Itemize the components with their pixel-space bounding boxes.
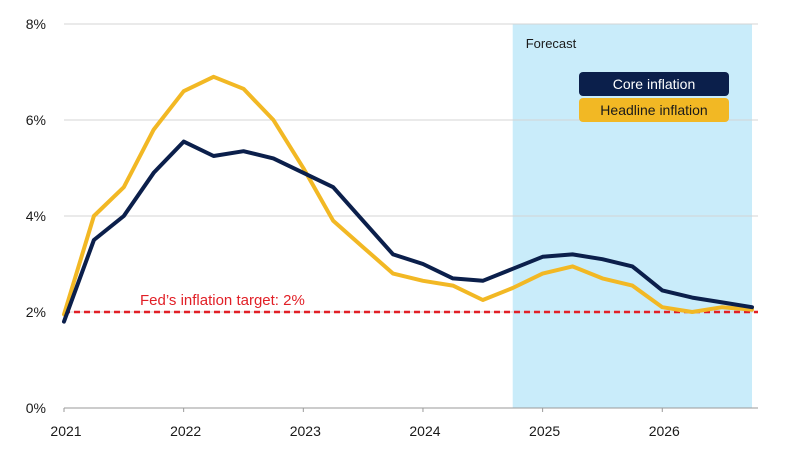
y-tick-label: 2% <box>26 304 46 320</box>
y-tick-label: 4% <box>26 208 46 224</box>
x-tick-label: 2021 <box>50 423 81 439</box>
x-tick-label: 2023 <box>290 423 321 439</box>
x-tick-label: 2022 <box>170 423 201 439</box>
series-line-core-inflation <box>62 139 754 324</box>
legend-swatch-headline-inflation <box>579 98 729 122</box>
x-tick-label: 2026 <box>649 423 680 439</box>
y-tick-label: 6% <box>26 112 46 128</box>
x-tick-label: 2024 <box>409 423 440 439</box>
forecast-label: Forecast <box>526 36 577 51</box>
series-line-headline-inflation <box>62 74 754 317</box>
y-tick-label: 8% <box>26 16 46 32</box>
legend-swatch-core-inflation <box>579 72 729 96</box>
target-label: Fed’s inflation target: 2% <box>140 292 305 309</box>
y-tick-label: 0% <box>26 400 46 416</box>
x-tick-label: 2025 <box>529 423 560 439</box>
legend-label-core-inflation: Core inflation <box>613 76 696 92</box>
legend-label-headline-inflation: Headline inflation <box>600 102 707 118</box>
